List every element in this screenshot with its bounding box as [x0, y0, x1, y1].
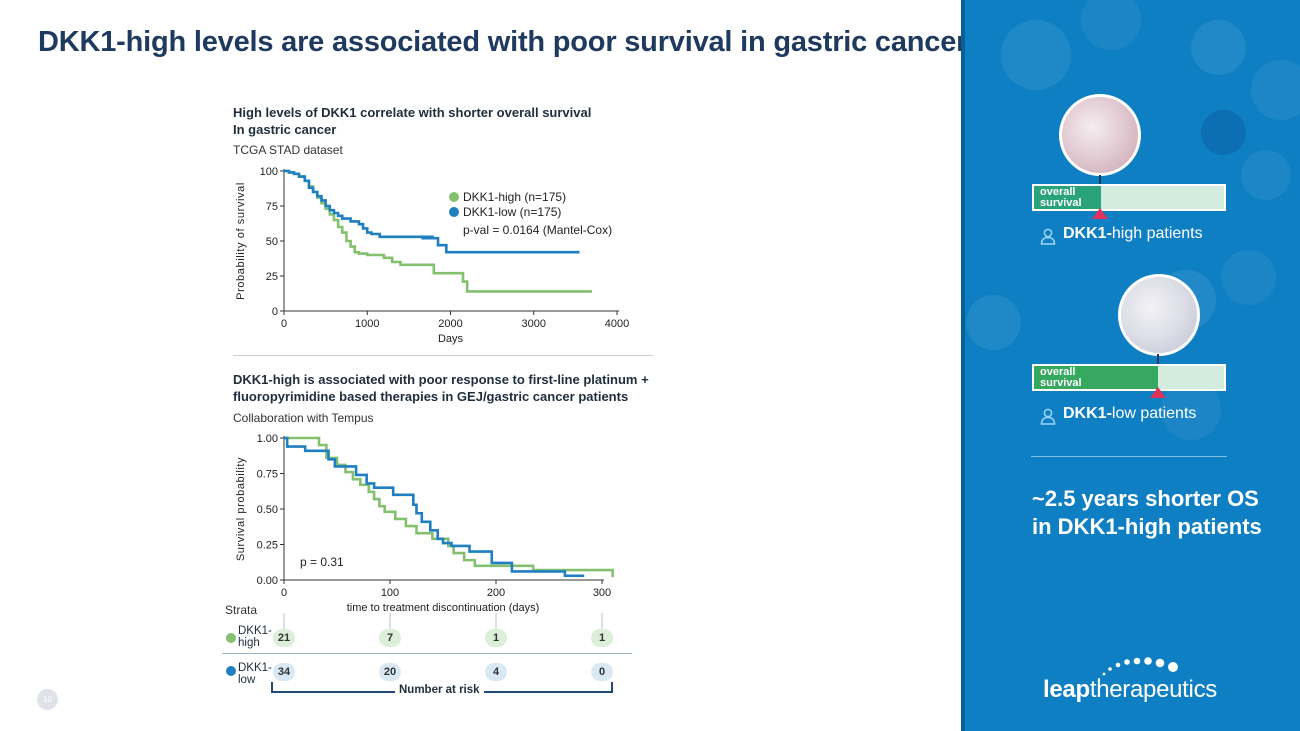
x-tick-label: 4000 [605, 318, 629, 330]
chart2-series-low [284, 436, 585, 578]
leap-therapeutics-logo: leaptherapeutics [1043, 676, 1217, 704]
y-tick-label: 0.50 [257, 504, 278, 516]
x-tick-label: 0 [281, 587, 287, 599]
os-high-bar: overall survival [1032, 184, 1226, 211]
risk-value-high: 21 [273, 629, 295, 647]
chart1-subtitle: TCGA STAD dataset [233, 143, 343, 157]
y-tick-label: 50 [266, 236, 278, 248]
risk-high-label: DKK1-high [238, 625, 272, 649]
chart1-title-line1: High levels of DKK1 correlate with short… [233, 105, 592, 120]
legend-label-low: DKK1-low (n=175) [463, 205, 561, 219]
y-tick-label: 0.75 [257, 469, 278, 481]
y-tick-label: 0.25 [257, 540, 278, 552]
summary-statement: ~2.5 years shorter OS in DKK1-high patie… [1032, 486, 1262, 539]
risk-low-dot [226, 666, 236, 676]
chart2-title-line1: DKK1-high is associated with poor respon… [233, 372, 649, 387]
chart1-y-label: Probability of survival [235, 182, 247, 300]
risk-table-divider [222, 653, 632, 654]
bg-bubble [1191, 20, 1246, 75]
x-tick-label: 1000 [355, 318, 379, 330]
chart1-x-label: Days [438, 333, 464, 345]
y-tick-label: 25 [266, 271, 278, 283]
chart-divider [233, 355, 653, 356]
bg-bubble [1221, 250, 1276, 305]
chart2-pvalue: p = 0.31 [300, 555, 344, 569]
bg-bubble [1001, 20, 1071, 90]
chart2-series-high [284, 436, 614, 578]
dkk1-high-cell-image [1059, 94, 1141, 176]
page-title: DKK1-high levels are associated with poo… [38, 26, 968, 58]
patient-low-rest: low patients [1111, 405, 1197, 422]
logo-bold: leap [1043, 676, 1090, 703]
risk-high-dot [226, 633, 236, 643]
panel-separator [1031, 456, 1227, 457]
chart2-x-label: time to treatment discontinuation (days) [347, 602, 540, 614]
risk-caption: Number at risk [395, 684, 484, 696]
chart1-pvalue: p-val = 0.0164 (Mantel-Cox) [463, 223, 612, 237]
os-low-label: overall survival [1040, 367, 1082, 389]
os-high-label-l1: overall [1040, 186, 1076, 198]
y-tick-label: 1.00 [257, 433, 278, 445]
risk-value-low: 34 [273, 663, 295, 681]
logo-dots-icon [1098, 657, 1178, 680]
bg-bubble [1081, 0, 1141, 50]
panel-edge [961, 0, 965, 731]
patient-high-rest: high patients [1111, 225, 1203, 242]
x-tick-label: 200 [487, 587, 505, 599]
os-low-label-l2: survival [1040, 377, 1082, 389]
x-tick-label: 0 [281, 318, 287, 330]
x-tick-label: 100 [381, 587, 399, 599]
os-high-label: overall survival [1040, 187, 1082, 209]
risk-value-low: 0 [591, 663, 613, 681]
x-tick-label: 3000 [522, 318, 546, 330]
bg-bubble [1201, 110, 1246, 155]
y-tick-label: 0.00 [257, 575, 278, 587]
logo-rest: therapeutics [1089, 676, 1217, 703]
y-tick-label: 75 [266, 201, 278, 213]
x-tick-label: 2000 [438, 318, 462, 330]
patient-low-bold: DKK1- [1063, 405, 1112, 422]
risk-value-low: 4 [485, 663, 507, 681]
strata-label: Strata [225, 603, 258, 617]
risk-value-high: 1 [591, 629, 613, 647]
bg-bubble [1251, 60, 1300, 120]
os-low-marker [1150, 387, 1166, 398]
risk-value-low: 20 [379, 663, 401, 681]
os-high-label-l2: survival [1040, 197, 1082, 209]
chart2-subtitle: Collaboration with Tempus [233, 411, 374, 425]
legend-marker-low [449, 207, 459, 217]
os-high-marker [1092, 208, 1108, 219]
os-low-fill [1034, 366, 1158, 389]
bg-bubble [1241, 150, 1291, 200]
risk-value-high: 7 [379, 629, 401, 647]
summary-panel: overall survival DKK1-high patients overa… [961, 0, 1300, 731]
y-tick-label: 100 [260, 166, 278, 178]
dkk1-low-patients-label: DKK1-low patients [1063, 405, 1196, 423]
bg-bubble [966, 295, 1021, 350]
risk-value-high: 1 [485, 629, 507, 647]
os-low-bar: overall survival [1032, 364, 1226, 391]
page-number: 10 [37, 689, 58, 710]
legend-label-high: DKK1-high (n=175) [463, 190, 566, 204]
chart1-title: High levels of DKK1 correlate with short… [233, 104, 591, 138]
os-high-fill [1034, 186, 1101, 209]
patient-icon [1040, 408, 1056, 425]
dkk1-low-cell-image [1118, 274, 1200, 356]
chart2-title: DKK1-high is associated with poor respon… [233, 371, 649, 405]
dkk1-high-patients-label: DKK1-high patients [1063, 225, 1203, 243]
patient-icon [1040, 228, 1056, 245]
chart2-title-line2: fluoropyrimidine based therapies in GEJ/… [233, 389, 629, 404]
chart1-title-line2: In gastric cancer [233, 122, 337, 137]
x-tick-label: 300 [593, 587, 611, 599]
chart2-y-label: Survival probability [235, 457, 247, 561]
chart1-series-low [284, 169, 580, 254]
os-low-label-l1: overall [1040, 366, 1076, 378]
patient-high-bold: DKK1- [1063, 225, 1112, 242]
risk-low-label: DKK1-low [238, 662, 272, 686]
legend-marker-high [449, 192, 459, 202]
y-tick-label: 0 [272, 306, 278, 318]
